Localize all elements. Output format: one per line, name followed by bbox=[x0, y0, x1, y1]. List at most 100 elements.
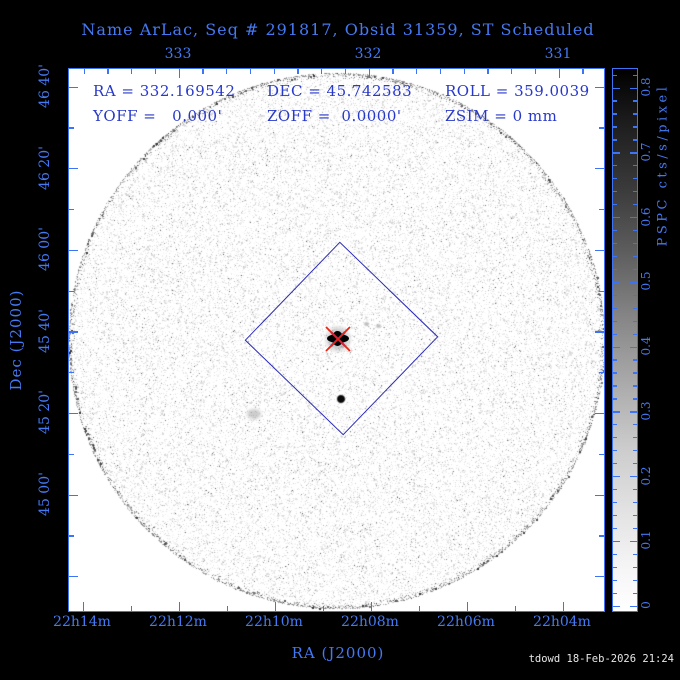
y-axis-tick-label: 45 20' bbox=[37, 390, 53, 435]
colorbar-tick bbox=[633, 501, 637, 504]
axis-tick bbox=[82, 602, 84, 611]
axis-tick bbox=[595, 331, 604, 333]
faint-speck bbox=[364, 322, 369, 326]
roll-readout: ROLL = 359.0039 bbox=[445, 82, 590, 100]
axis-tick bbox=[439, 69, 442, 74]
axis-tick bbox=[274, 602, 276, 611]
colorbar-tick bbox=[613, 320, 617, 322]
top-axis-tick-label: 331 bbox=[544, 46, 572, 62]
colorbar-tick bbox=[613, 540, 620, 543]
x-axis-tick-label: 22h08m bbox=[341, 614, 399, 630]
axis-tick bbox=[595, 576, 604, 578]
ra-readout: RA = 332.169542 bbox=[93, 82, 236, 100]
y-axis-tick-label: 45 00' bbox=[37, 472, 53, 516]
credit-timestamp: tdowd 18-Feb-2026 21:24 bbox=[528, 653, 674, 665]
faint-speck bbox=[376, 324, 381, 328]
axis-tick bbox=[599, 127, 604, 129]
axis-tick bbox=[107, 69, 109, 74]
colorbar-tick bbox=[630, 605, 637, 607]
colorbar-tick bbox=[633, 437, 637, 439]
colorbar-tick bbox=[633, 385, 637, 387]
axis-tick bbox=[273, 69, 275, 74]
colorbar-tick bbox=[613, 307, 617, 309]
colorbar-tick bbox=[633, 424, 637, 426]
colorbar-tick bbox=[613, 566, 617, 568]
axis-tick bbox=[595, 494, 604, 496]
colorbar-tick bbox=[613, 605, 620, 607]
colorbar-tick-label: 0.6 bbox=[639, 206, 653, 227]
colorbar-tick bbox=[613, 242, 617, 245]
colorbar-tick bbox=[613, 229, 617, 232]
colorbar-tick bbox=[613, 424, 617, 426]
axis-tick bbox=[463, 69, 465, 74]
colorbar-tick-label: 0.8 bbox=[639, 77, 653, 97]
colorbar-tick bbox=[633, 527, 637, 530]
axis-tick bbox=[595, 249, 604, 252]
colorbar-tick bbox=[630, 346, 637, 348]
x-axis-tick-label: 22h10m bbox=[245, 614, 303, 630]
colorbar-tick bbox=[613, 100, 617, 102]
colorbar-tick-label: 0.3 bbox=[639, 401, 653, 421]
sky-field-plot: RA = 332.169542 DEC = 45.742583 ROLL = 3… bbox=[68, 68, 605, 612]
colorbar-tick bbox=[633, 359, 637, 361]
colorbar-tick bbox=[613, 281, 620, 284]
axis-tick bbox=[418, 606, 420, 611]
secondary-source-dot bbox=[337, 395, 345, 403]
colorbar-tick bbox=[630, 87, 637, 89]
axis-tick bbox=[514, 606, 516, 611]
axis-tick bbox=[599, 290, 604, 292]
colorbar-tick bbox=[633, 229, 637, 232]
colorbar-tick bbox=[633, 191, 637, 193]
colorbar-tick bbox=[613, 488, 617, 491]
colorbar-tick bbox=[633, 268, 637, 271]
axis-tick bbox=[466, 602, 468, 611]
axis-tick bbox=[202, 69, 204, 74]
axis-tick bbox=[297, 69, 299, 74]
colorbar-tick bbox=[633, 592, 637, 594]
colorbar-tick bbox=[613, 255, 617, 258]
colorbar-tick bbox=[630, 411, 637, 413]
axis-tick bbox=[69, 535, 74, 537]
intensity-colorbar bbox=[612, 68, 638, 612]
colorbar-tick-label: 0.7 bbox=[639, 142, 653, 162]
axis-tick bbox=[178, 69, 180, 78]
colorbar-tick bbox=[613, 463, 617, 465]
axis-tick bbox=[69, 453, 74, 456]
colorbar-tick bbox=[613, 204, 617, 206]
colorbar-tick bbox=[630, 476, 637, 478]
colorbar-tick bbox=[633, 204, 637, 206]
colorbar-tick bbox=[613, 450, 617, 452]
colorbar-tick bbox=[613, 553, 617, 555]
x-axis-tick-label: 22h12m bbox=[149, 614, 207, 630]
colorbar-tick bbox=[613, 87, 620, 89]
axis-tick bbox=[392, 69, 394, 74]
axis-tick bbox=[249, 69, 252, 74]
yoff-readout: YOFF = 0.000' bbox=[93, 107, 223, 125]
y-axis-tick-label: 46 40' bbox=[37, 64, 53, 108]
colorbar-tick bbox=[633, 333, 637, 335]
axis-tick bbox=[130, 606, 132, 611]
y-axis-tick-label: 46 00' bbox=[37, 227, 53, 272]
axis-tick bbox=[582, 69, 584, 74]
colorbar-tick-label: 0.4 bbox=[639, 336, 653, 356]
colorbar-tick bbox=[613, 294, 617, 296]
axis-tick bbox=[322, 606, 324, 611]
colorbar-tick bbox=[633, 178, 637, 180]
colorbar-tick bbox=[613, 217, 620, 219]
colorbar-tick bbox=[613, 437, 617, 439]
colorbar-tick bbox=[613, 514, 617, 517]
colorbar-tick bbox=[630, 217, 637, 219]
colorbar-tick bbox=[630, 152, 637, 154]
target-marker-red-x-icon bbox=[325, 326, 351, 352]
axis-tick bbox=[69, 86, 78, 88]
colorbar-tick bbox=[633, 398, 637, 400]
colorbar-tick bbox=[613, 152, 620, 154]
colorbar-tick bbox=[613, 113, 617, 115]
axis-tick bbox=[69, 372, 74, 374]
axis-tick bbox=[321, 69, 323, 74]
colorbar-tick bbox=[633, 294, 637, 296]
colorbar-tick bbox=[613, 385, 617, 387]
top-axis-tick-label: 333 bbox=[164, 46, 192, 62]
axis-tick bbox=[511, 69, 513, 74]
colorbar-tick bbox=[613, 359, 617, 361]
